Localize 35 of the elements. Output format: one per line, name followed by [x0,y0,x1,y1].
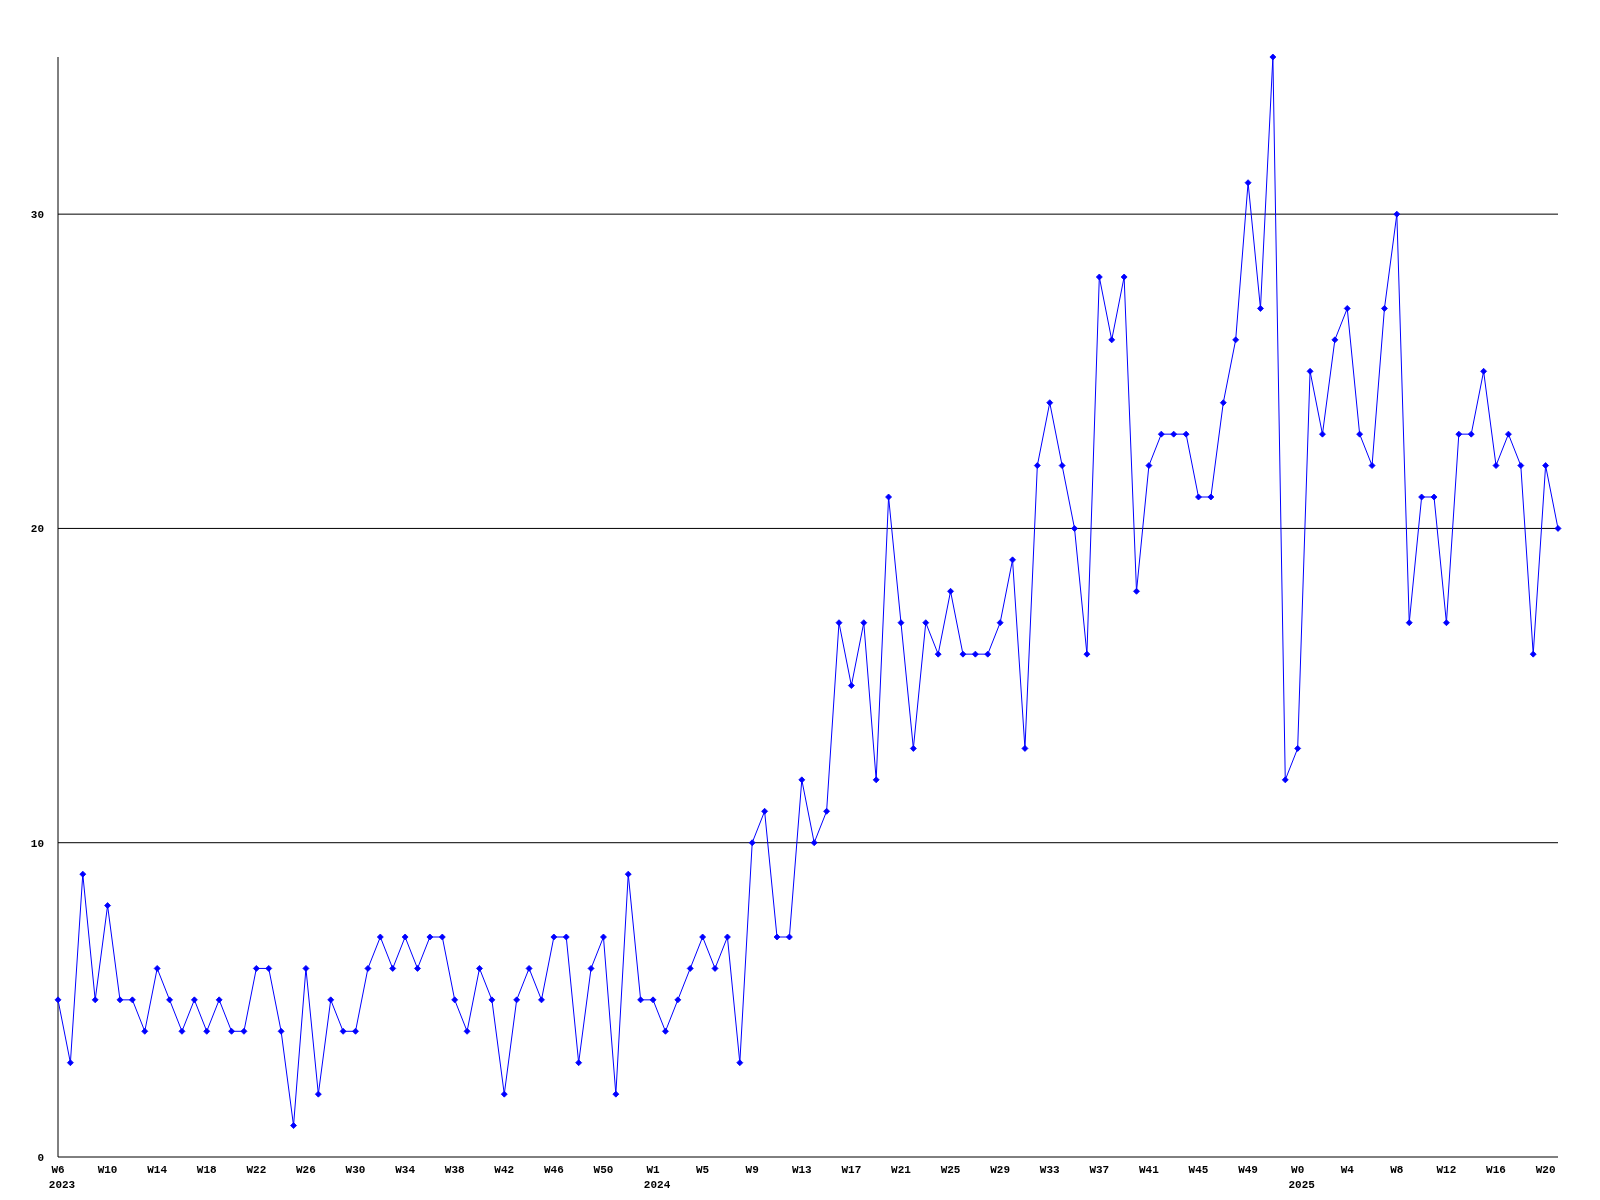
y-tick-label: 30 [30,208,44,221]
x-tick-label: W34 [395,1164,416,1176]
y-tick-label: 0 [37,1151,44,1164]
x-tick-label: W6 2023 [48,1164,76,1191]
x-tick-label: W45 [1188,1164,1209,1176]
x-tick-label: W50 [593,1164,614,1176]
x-tick-label: W1 2024 [643,1164,671,1191]
y-tick-label: 20 [30,523,44,536]
x-tick-label: W29 [990,1164,1011,1176]
x-tick-label: W13 [791,1164,813,1176]
x-tick-label: W22 [246,1164,267,1176]
x-tick-label: W49 [1238,1164,1258,1176]
x-tick-label: W42 [494,1164,515,1176]
x-tick-label: W17 [841,1164,862,1176]
x-tick-label: W14 [147,1164,168,1176]
x-tick-label: W33 [1039,1164,1061,1176]
x-tick-label: W4 [1340,1164,1355,1176]
x-tick-label: W10 [97,1164,118,1176]
x-tick-label: W38 [444,1164,465,1176]
x-tick-label: W9 [745,1164,759,1176]
x-tick-label: W12 [1436,1164,1457,1176]
x-tick-label: W21 [891,1164,912,1176]
x-tick-label: W8 [1390,1164,1404,1176]
x-tick-label: W0 2025 [1288,1164,1316,1191]
x-tick-label: W41 [1139,1164,1160,1176]
x-tick-label: W46 [543,1164,564,1176]
x-tick-label: W5 [696,1164,710,1176]
x-tick-label: W26 [296,1164,316,1176]
y-tick-label: 10 [30,837,44,850]
x-tick-label: W30 [345,1164,366,1176]
x-tick-label: W25 [940,1164,961,1176]
x-tick-label: W20 [1535,1164,1556,1176]
x-tick-label: W37 [1089,1164,1110,1176]
x-tick-label: W16 [1486,1164,1506,1176]
x-tick-label: W18 [196,1164,218,1176]
